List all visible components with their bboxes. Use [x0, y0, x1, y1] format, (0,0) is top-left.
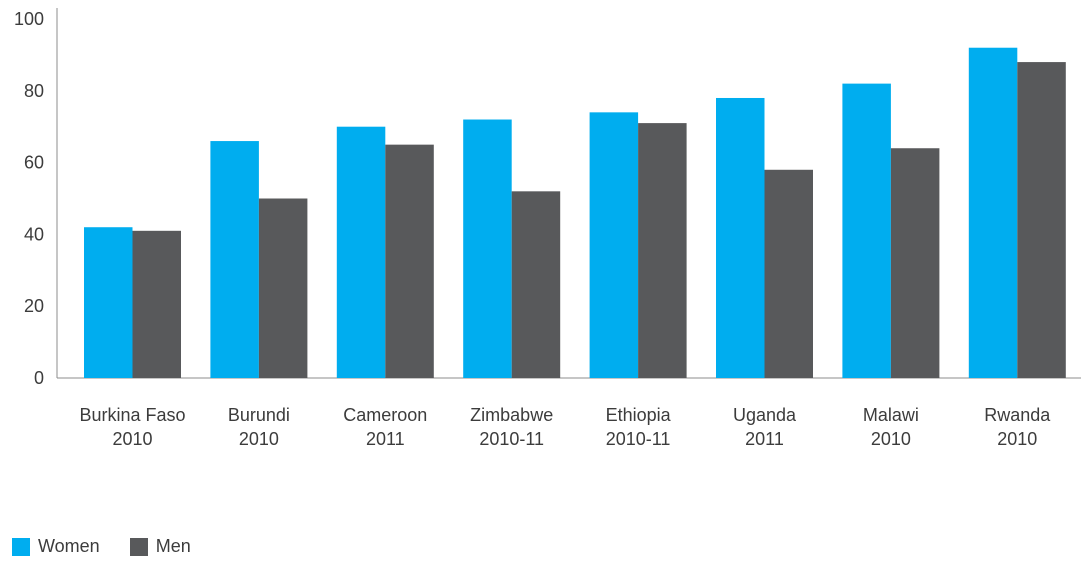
y-tick-label: 60 — [24, 153, 44, 173]
x-axis-labels: Burkina Faso 2010 Burundi 2010 Cameroon 2011 Z… — [79, 405, 1051, 449]
x-category-label: Ethiopia 2010-11 — [606, 405, 672, 449]
bar-men-1 — [258, 198, 308, 378]
bar-men-4 — [638, 123, 687, 378]
bar-women-6 — [842, 83, 891, 379]
bar-women-7 — [968, 47, 1018, 378]
legend-label-women: Women — [38, 536, 100, 556]
y-tick-label: 80 — [24, 81, 44, 101]
bar-men-7 — [1017, 62, 1066, 379]
x-category-label: Rwanda 2010 — [984, 405, 1051, 449]
legend: Women Men — [12, 536, 221, 557]
bar-women-3 — [463, 119, 512, 379]
y-tick-label: 100 — [14, 9, 44, 29]
legend-swatch-men — [129, 537, 148, 556]
bar-chart: 0 20 40 60 80 100 Burkina Faso 2010 Burundi 2010… — [14, 8, 1081, 449]
bar-men-3 — [511, 191, 561, 378]
y-tick-label: 0 — [34, 368, 44, 388]
bar-women-5 — [716, 97, 765, 378]
x-category-label: Zimbabwe 2010-11 — [470, 405, 553, 449]
y-tick-label: 40 — [24, 224, 44, 244]
bar-men-0 — [132, 230, 181, 378]
x-category-label: Burundi 2010 — [228, 405, 290, 449]
bar-men-5 — [764, 169, 813, 378]
bar-women-2 — [336, 126, 386, 378]
x-category-label: Malawi 2010 — [863, 405, 919, 449]
y-tick-label: 20 — [24, 296, 44, 316]
legend-item-men: Men — [129, 536, 191, 557]
bars — [84, 47, 1066, 379]
bar-men-6 — [890, 148, 940, 378]
legend-swatch-women — [12, 537, 30, 556]
legend-item-women: Women — [12, 536, 100, 557]
bar-women-0 — [84, 227, 133, 378]
legend-label-men: Men — [155, 536, 191, 556]
bar-men-2 — [385, 144, 434, 378]
x-category-label: Uganda 2011 — [733, 405, 797, 449]
bar-women-4 — [589, 112, 639, 378]
x-category-label: Burkina Faso 2010 — [79, 405, 185, 449]
bar-women-1 — [210, 141, 259, 378]
x-category-label: Cameroon 2011 — [343, 405, 427, 449]
